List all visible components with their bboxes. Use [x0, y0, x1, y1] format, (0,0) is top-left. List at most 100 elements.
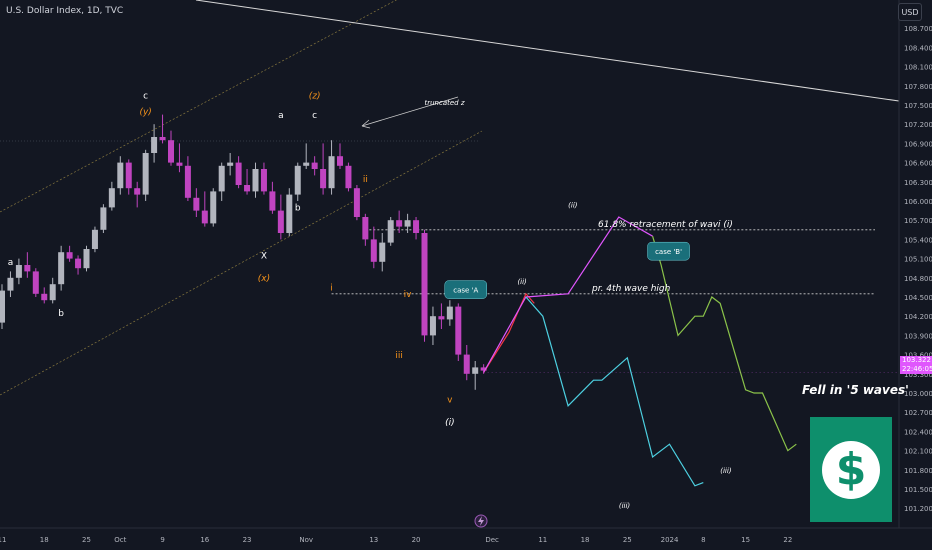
y-tick-label: 105.700	[904, 217, 932, 225]
candle-body	[32, 271, 39, 294]
y-tick-label: 108.700	[904, 25, 932, 33]
dollar-sign-icon: $	[835, 443, 867, 495]
candle-body	[49, 284, 56, 301]
y-tick-label: 107.800	[904, 83, 932, 91]
candle-body	[379, 242, 386, 262]
x-tick-label: 11	[0, 536, 6, 544]
y-tick-label: 102.700	[904, 409, 932, 417]
y-tick-label: 104.500	[904, 294, 932, 302]
wave-label: i	[330, 284, 333, 294]
y-tick-label: 101.200	[904, 505, 932, 513]
y-tick-label: 103.300	[904, 371, 932, 379]
x-tick-label: 20	[412, 536, 421, 544]
candle-body	[370, 239, 377, 262]
candle-body	[404, 220, 411, 227]
last-price-tag: 103.322	[900, 356, 932, 365]
currency-button[interactable]: USD	[898, 3, 922, 21]
truncated-z-arrow	[361, 96, 459, 127]
candle-body	[75, 258, 82, 269]
wave-label: iv	[404, 290, 413, 300]
wave-label: c	[143, 92, 148, 102]
candle-body	[387, 220, 394, 243]
candle-body	[446, 306, 453, 320]
y-tick-label: 108.100	[904, 64, 932, 72]
wave-label: b	[295, 204, 301, 214]
wave-label: (iii)	[720, 467, 732, 475]
x-tick-label: Dec	[485, 536, 499, 544]
dollar-logo: $	[810, 417, 892, 522]
lower-channel-line	[0, 130, 483, 396]
candle-body	[421, 233, 428, 336]
y-tick-label: 103.600	[904, 352, 932, 360]
candle-body	[66, 252, 73, 259]
candle-body	[184, 165, 191, 198]
y-tick-label: 102.100	[904, 448, 932, 456]
x-tick-label: 11	[538, 536, 547, 544]
y-tick-label: 101.800	[904, 467, 932, 475]
wave-label: (i)	[445, 418, 455, 428]
y-tick-label: 106.600	[904, 160, 932, 168]
level-label: 61.8% retracement of wavi (i)	[598, 220, 733, 230]
wave-label: v	[447, 396, 453, 406]
candle-body	[168, 140, 174, 163]
candle-body	[320, 169, 327, 189]
candle-body	[41, 293, 48, 301]
y-tick-label: 104.800	[904, 275, 932, 283]
y-tick-label: 107.200	[904, 121, 932, 129]
y-tick-label: 104.200	[904, 313, 932, 321]
y-tick-label: 103.000	[904, 390, 932, 398]
candle-body	[125, 162, 132, 189]
candle-body	[303, 162, 310, 166]
x-tick-label: Oct	[114, 536, 126, 544]
candle-body	[15, 265, 22, 278]
candle-body	[176, 162, 183, 166]
upper-channel-line	[0, 0, 398, 213]
candle-body	[108, 188, 115, 208]
candle-body	[58, 252, 65, 285]
wave-label: (z)	[309, 92, 321, 102]
y-tick-label: 105.400	[904, 236, 932, 244]
x-tick-label: 22	[783, 536, 792, 544]
y-tick-label: 105.100	[904, 256, 932, 264]
wave-label: X	[261, 252, 267, 262]
candle-body	[134, 188, 141, 195]
wave-label: a	[8, 258, 14, 268]
candle-body	[117, 162, 124, 189]
lightning-bolt-icon	[478, 516, 484, 526]
candle-body	[413, 220, 420, 233]
candle-body	[480, 367, 487, 371]
candle-body	[244, 185, 251, 192]
candle-body	[438, 316, 445, 320]
projection-pink	[483, 216, 653, 373]
candle-body	[0, 290, 5, 323]
x-tick-label: 25	[82, 536, 91, 544]
candle-body	[91, 229, 98, 249]
x-tick-label: 9	[160, 536, 164, 544]
candle-body	[227, 162, 234, 166]
candle-body	[260, 169, 267, 192]
candle-body	[252, 169, 259, 192]
candle-body	[218, 165, 225, 192]
level-label: pr. 4th wave high	[591, 284, 671, 294]
candle-body	[193, 197, 200, 211]
wave-label: iii	[395, 351, 403, 361]
callout-box	[444, 280, 487, 299]
candle-body	[286, 194, 293, 233]
candle-body	[345, 165, 352, 189]
candle-body	[353, 188, 360, 217]
candle-body	[201, 210, 208, 224]
wave-label: (x)	[258, 274, 270, 284]
candle-body	[362, 217, 369, 240]
callout-text: case 'A	[453, 287, 478, 295]
fell-in-5-waves-text: Fell in '5 waves'	[802, 383, 909, 397]
x-tick-label: 2024	[661, 536, 679, 544]
candle-body	[210, 191, 217, 224]
candle-body	[24, 265, 31, 272]
candle-body	[328, 156, 335, 189]
candle-body	[396, 220, 403, 227]
candle-body	[235, 162, 242, 185]
projection-red	[483, 292, 535, 373]
wave-label: ii	[363, 175, 368, 185]
x-tick-label: 18	[40, 536, 49, 544]
